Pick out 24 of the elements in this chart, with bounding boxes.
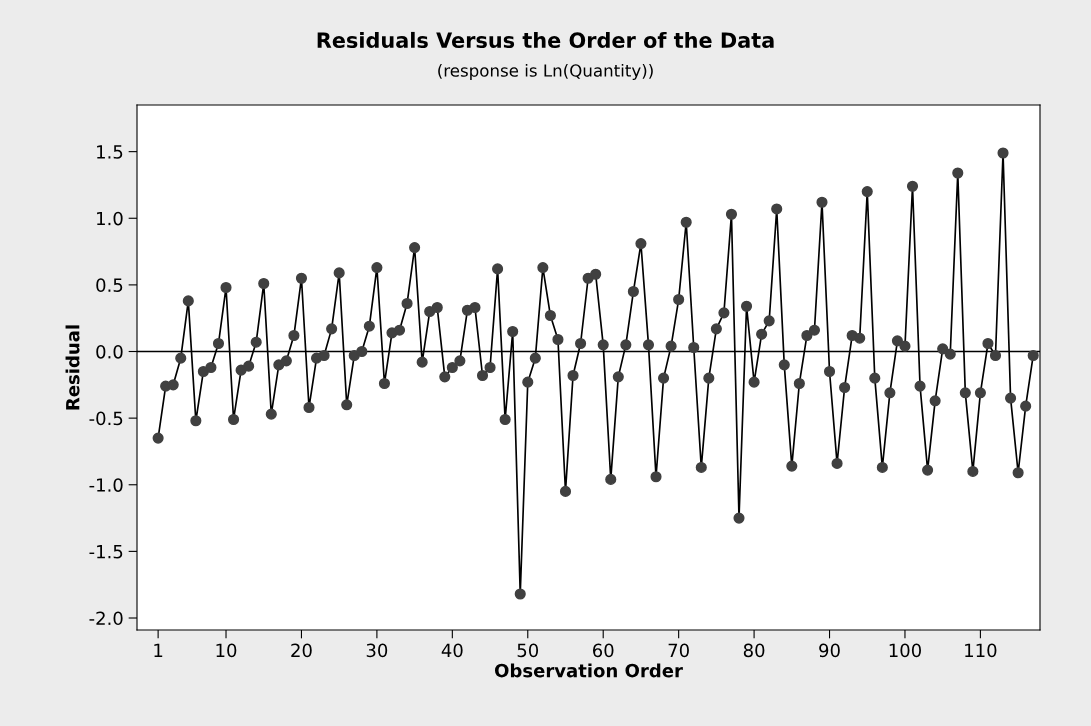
x-tick-label: 90 [819, 643, 840, 658]
y-tick-label: 0.0 [96, 344, 123, 359]
y-axis-title: Residual [65, 325, 80, 410]
x-tick-label: 20 [291, 643, 312, 658]
x-tick-label: 110 [965, 643, 997, 658]
y-tick-label: 1.0 [97, 211, 123, 226]
x-tick-label: 10 [216, 643, 237, 658]
x-tick-label: 80 [743, 643, 765, 658]
y-tick-label: 0.5 [96, 278, 123, 292]
chart-title: Residuals Versus the Order of the Data [317, 31, 774, 49]
x-tick-label: 1 [154, 643, 163, 657]
y-tick-label: -1.0 [89, 478, 123, 492]
x-tick-label: 30 [366, 643, 388, 658]
x-tick-label: 60 [592, 643, 614, 658]
chart-subtitle: (response is Ln(Quantity)) [438, 63, 653, 81]
x-tick-label: 100 [889, 643, 921, 658]
x-tick-label: 70 [668, 643, 689, 658]
y-tick-label: 1.5 [97, 145, 123, 159]
x-tick-label: 50 [517, 643, 539, 658]
x-axis-title: Observation Order [494, 663, 683, 678]
y-tick-label: -2.0 [89, 611, 123, 626]
x-tick-label: 40 [441, 643, 463, 658]
y-tick-label: -1.5 [89, 545, 123, 559]
y-tick-label: -0.5 [89, 411, 123, 426]
